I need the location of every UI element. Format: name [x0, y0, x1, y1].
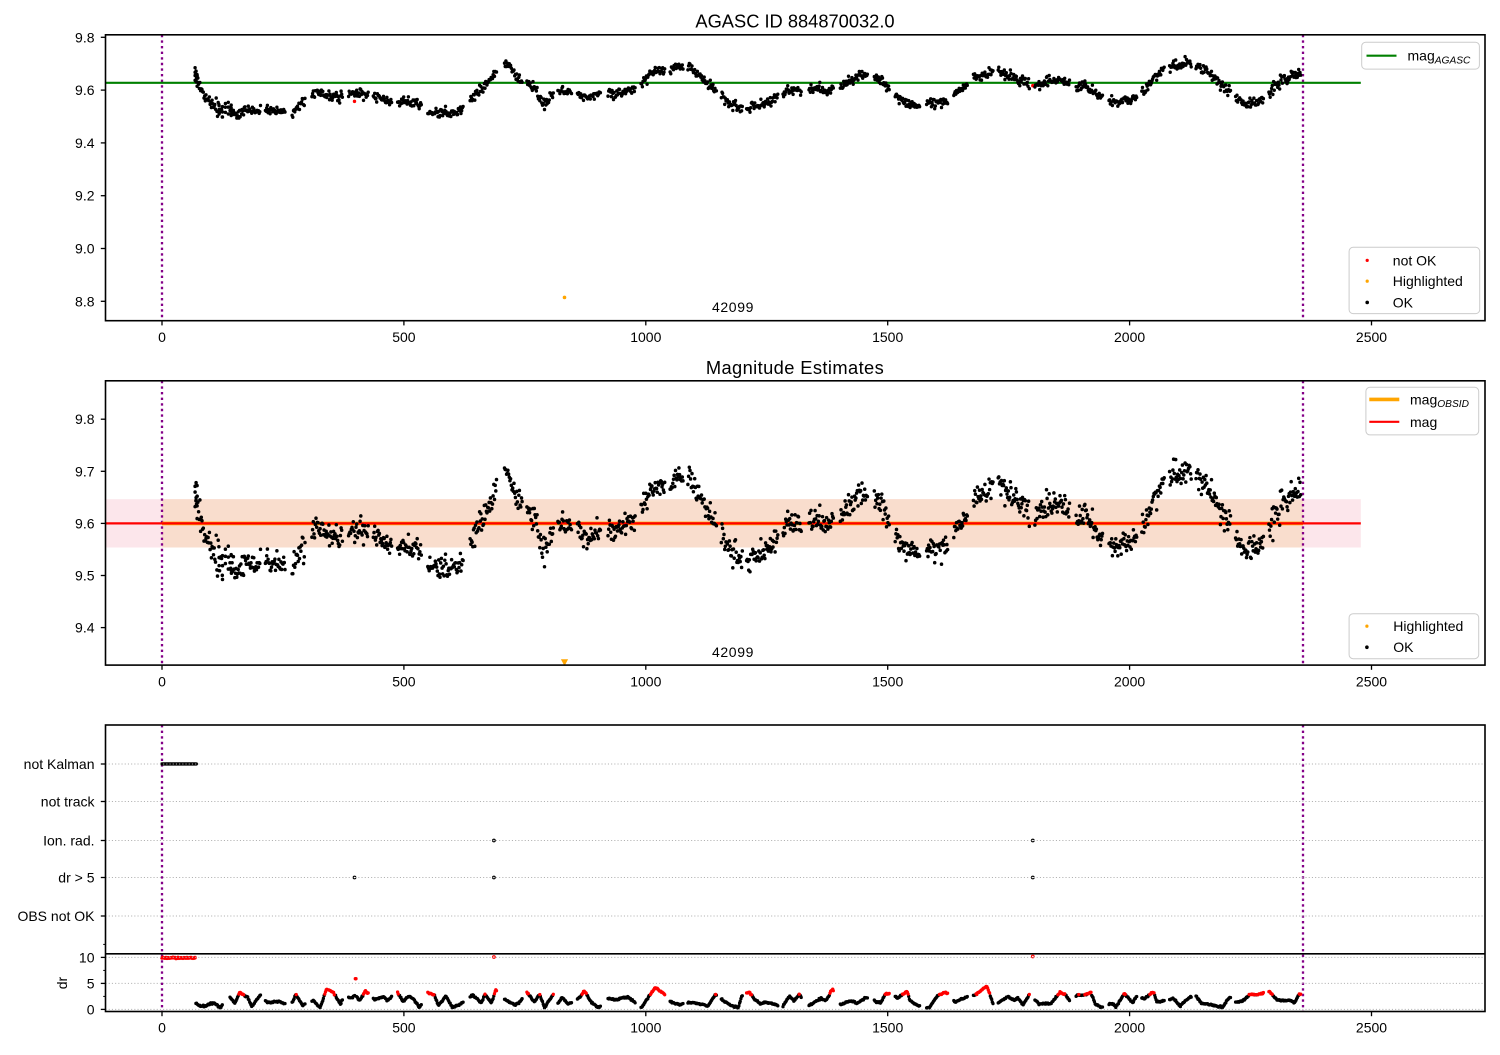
svg-text:not OK: not OK: [1393, 252, 1437, 268]
svg-text:2500: 2500: [1356, 673, 1387, 689]
svg-text:9.7: 9.7: [75, 463, 95, 479]
svg-text:AGASC ID 884870032.0: AGASC ID 884870032.0: [695, 11, 894, 32]
svg-text:Magnitude Estimates: Magnitude Estimates: [706, 357, 884, 378]
svg-text:Highlighted: Highlighted: [1393, 273, 1463, 289]
svg-text:1500: 1500: [872, 673, 903, 689]
svg-text:9.4: 9.4: [75, 620, 95, 636]
svg-text:10: 10: [79, 949, 95, 965]
svg-text:500: 500: [392, 329, 416, 345]
svg-text:9.0: 9.0: [75, 241, 95, 257]
svg-text:5: 5: [87, 975, 95, 991]
svg-text:500: 500: [392, 673, 416, 689]
svg-text:9.6: 9.6: [75, 82, 95, 98]
svg-text:OK: OK: [1393, 639, 1414, 655]
svg-text:Ion. rad.: Ion. rad.: [43, 833, 94, 849]
svg-text:1500: 1500: [872, 329, 903, 345]
svg-text:0: 0: [158, 1020, 166, 1036]
svg-text:1000: 1000: [630, 1020, 661, 1036]
svg-text:not Kalman: not Kalman: [24, 756, 95, 772]
svg-text:42099: 42099: [712, 299, 754, 315]
svg-text:0: 0: [87, 1001, 95, 1017]
svg-text:mag: mag: [1410, 414, 1437, 430]
svg-text:2500: 2500: [1356, 329, 1387, 345]
svg-text:9.6: 9.6: [75, 515, 95, 531]
svg-text:OBS not OK: OBS not OK: [17, 908, 95, 924]
svg-text:2000: 2000: [1114, 673, 1145, 689]
svg-text:9.8: 9.8: [75, 411, 95, 427]
svg-text:1000: 1000: [630, 329, 661, 345]
svg-text:0: 0: [158, 329, 166, 345]
svg-text:1000: 1000: [630, 673, 661, 689]
svg-text:2000: 2000: [1114, 329, 1145, 345]
svg-text:0: 0: [158, 673, 166, 689]
svg-text:1500: 1500: [872, 1020, 903, 1036]
svg-text:500: 500: [392, 1020, 416, 1036]
svg-text:dr: dr: [54, 976, 70, 989]
svg-text:dr > 5: dr > 5: [58, 870, 94, 886]
svg-text:9.2: 9.2: [75, 188, 95, 204]
svg-text:8.8: 8.8: [75, 293, 95, 309]
svg-text:Highlighted: Highlighted: [1393, 618, 1463, 634]
svg-text:9.4: 9.4: [75, 135, 95, 151]
svg-text:2000: 2000: [1114, 1020, 1145, 1036]
svg-text:9.8: 9.8: [75, 29, 95, 45]
svg-text:OK: OK: [1393, 294, 1414, 310]
svg-text:2500: 2500: [1356, 1020, 1387, 1036]
svg-text:9.5: 9.5: [75, 568, 95, 584]
svg-text:not track: not track: [41, 794, 96, 810]
svg-text:42099: 42099: [712, 644, 754, 660]
